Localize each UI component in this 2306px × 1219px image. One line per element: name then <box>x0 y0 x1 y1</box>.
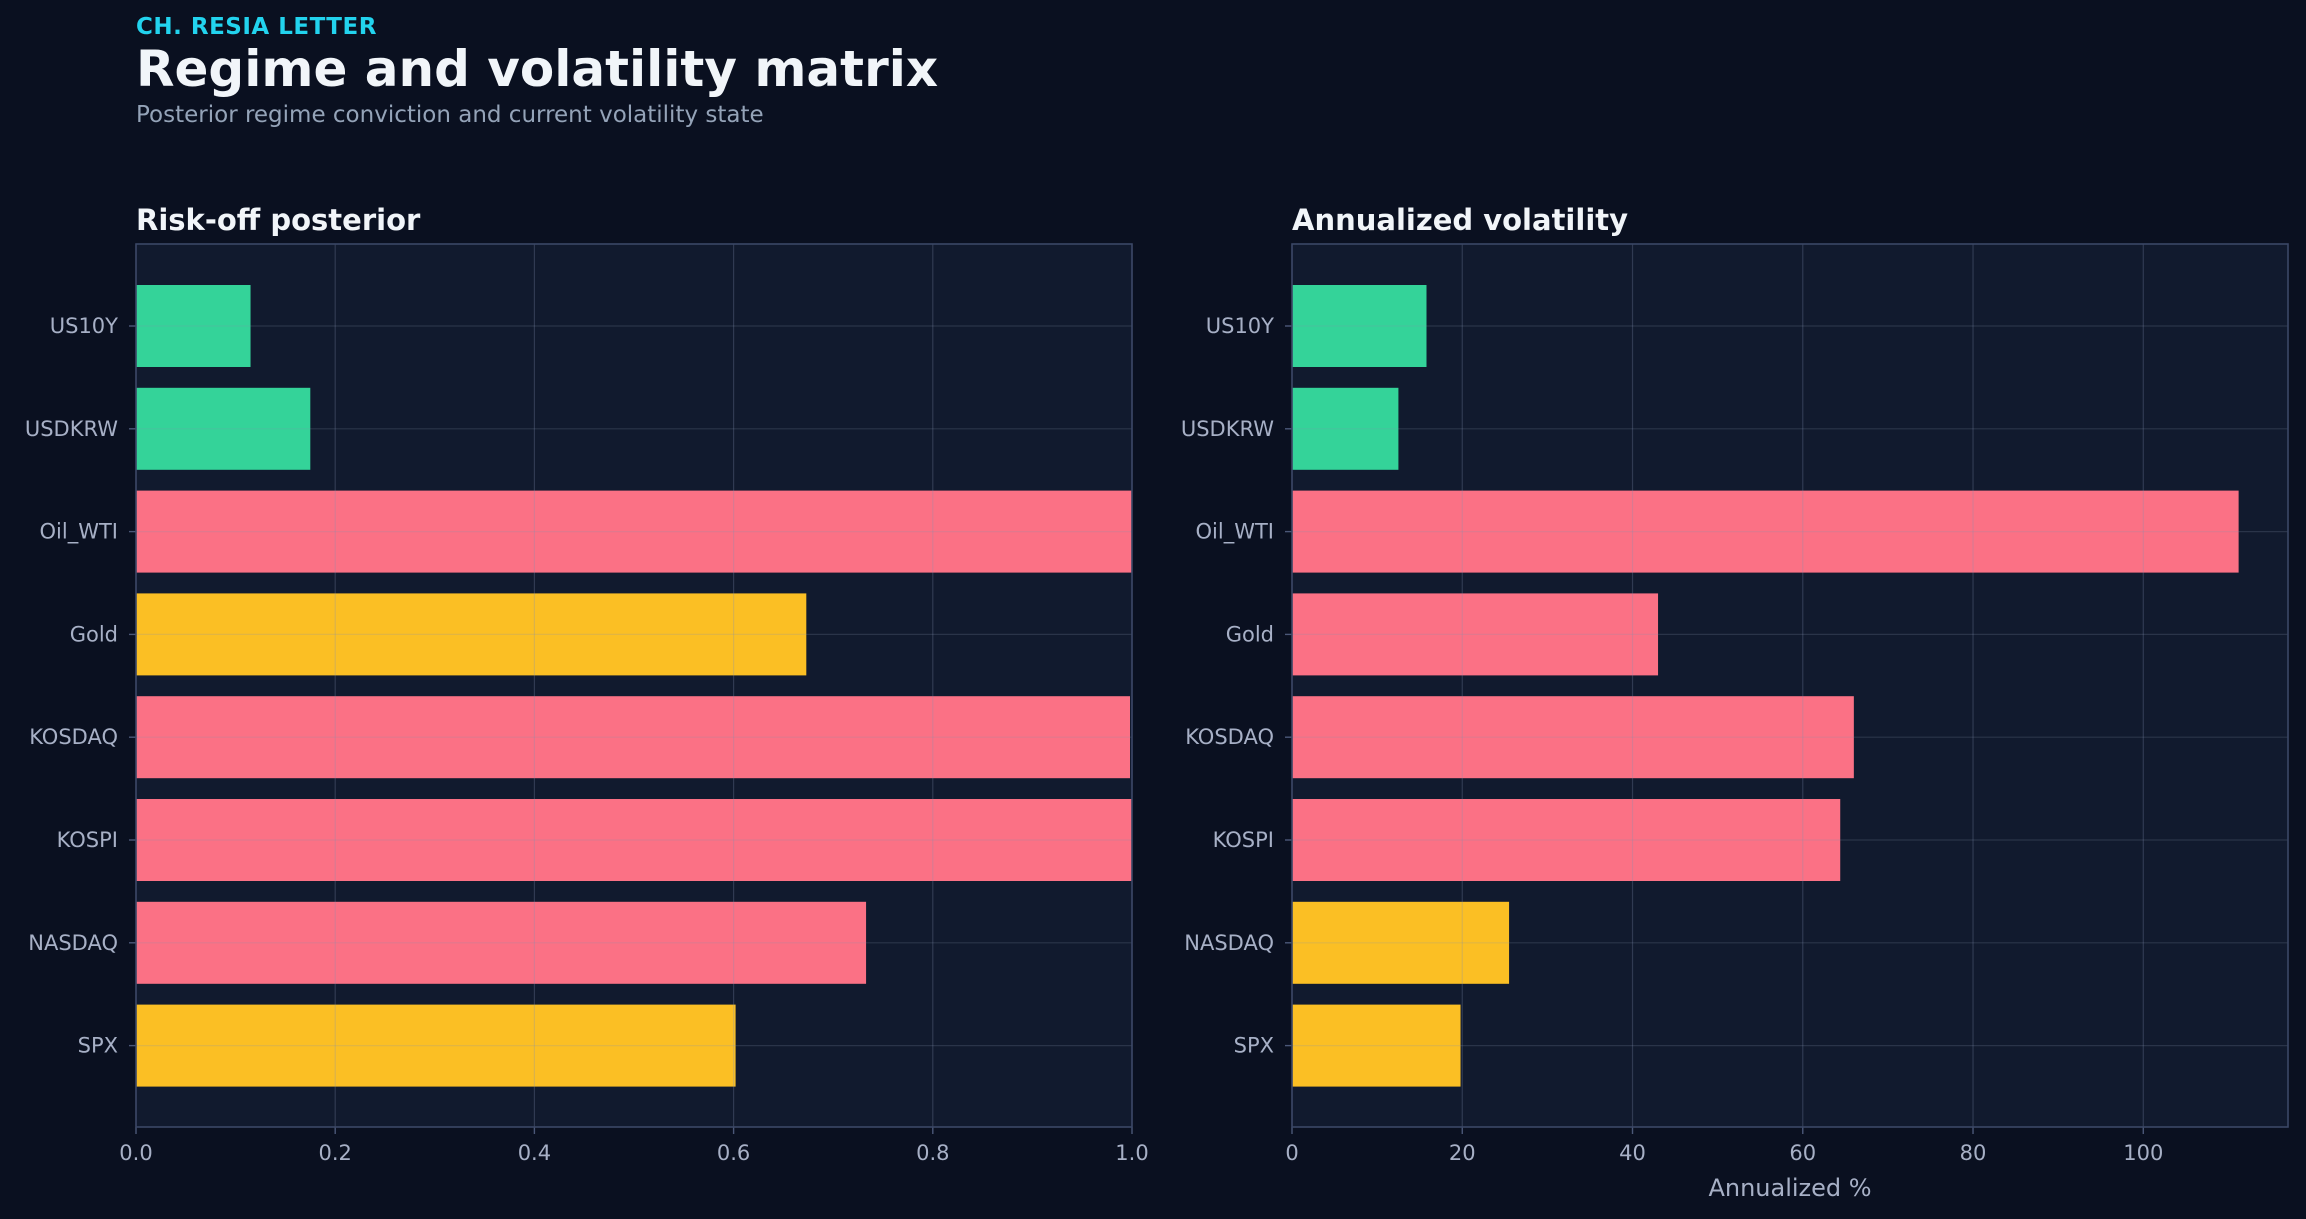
x-tick-label: 0.2 <box>318 1141 351 1165</box>
bar-nasdaq <box>1292 901 1510 984</box>
bar-us10y <box>136 285 251 367</box>
y-tick-label: KOSPI <box>1213 828 1274 852</box>
y-tick-label: KOSDAQ <box>29 725 118 749</box>
x-tick-label: 60 <box>1789 1141 1816 1165</box>
bar-oil-wti <box>136 490 1132 573</box>
bar-oil-wti <box>1292 490 2239 573</box>
bar-kosdaq <box>136 696 1131 779</box>
bar-nasdaq <box>136 901 867 984</box>
x-tick-label: 0.6 <box>717 1141 750 1165</box>
plot-area <box>1292 244 2288 1127</box>
y-tick-label: Oil_WTI <box>40 520 118 545</box>
bar-spx <box>136 1004 736 1087</box>
x-tick-label: 40 <box>1619 1141 1646 1165</box>
x-tick-label: 80 <box>1960 1141 1987 1165</box>
y-tick-label: NASDAQ <box>28 931 118 955</box>
plot-frame <box>1291 243 2289 1128</box>
y-tick-label: US10Y <box>50 314 118 338</box>
report-kicker: CH. RESIA LETTER <box>136 14 377 40</box>
y-tick-label: SPX <box>1234 1034 1274 1058</box>
x-tick-label: 0 <box>1285 1141 1298 1165</box>
plot-area <box>136 244 1132 1127</box>
chart-panel-1: Risk-off posterior 0.0 0.2 0.4 0.6 0.8 1.0 US10… <box>25 203 1149 1165</box>
bar-gold <box>136 593 807 676</box>
y-tick-label: NASDAQ <box>1184 931 1274 955</box>
y-tick-label: SPX <box>78 1034 118 1058</box>
x-axis-label: Annualized % <box>1708 1174 1871 1202</box>
x-tick-label: 1.0 <box>1115 1141 1148 1165</box>
x-tick-label: 0.8 <box>916 1141 949 1165</box>
chart-panel-2: Annualized volatility 0 20 40 60 80 100 US10Y US… <box>1181 203 2289 1202</box>
y-tick-label: KOSPI <box>57 828 118 852</box>
bar-kospi <box>1292 799 1841 881</box>
page-title: Regime and volatility matrix <box>136 40 939 98</box>
plot-frame <box>135 243 1133 1128</box>
bar-kosdaq <box>1292 696 1854 779</box>
bar-us10y <box>1292 285 1427 367</box>
bar-usdkrw <box>136 387 311 470</box>
x-tick-label: 100 <box>2123 1141 2163 1165</box>
bar-spx <box>1292 1004 1461 1087</box>
y-tick-label: Gold <box>70 622 118 646</box>
y-tick-label: Gold <box>1226 622 1274 646</box>
x-tick-label: 0.0 <box>119 1141 152 1165</box>
chart-title: Annualized volatility <box>1292 203 1628 237</box>
y-tick-label: Oil_WTI <box>1196 520 1274 545</box>
y-tick-label: USDKRW <box>25 417 118 441</box>
chart-title: Risk-off posterior <box>136 203 421 237</box>
x-tick-label: 20 <box>1449 1141 1476 1165</box>
bar-kospi <box>136 799 1132 881</box>
y-tick-label: KOSDAQ <box>1185 725 1274 749</box>
y-tick-label: US10Y <box>1206 314 1274 338</box>
bar-gold <box>1292 593 1659 676</box>
y-tick-label: USDKRW <box>1181 417 1274 441</box>
page-subtitle: Posterior regime conviction and current … <box>136 102 764 128</box>
bar-usdkrw <box>1292 387 1399 470</box>
x-tick-label: 0.4 <box>518 1141 551 1165</box>
